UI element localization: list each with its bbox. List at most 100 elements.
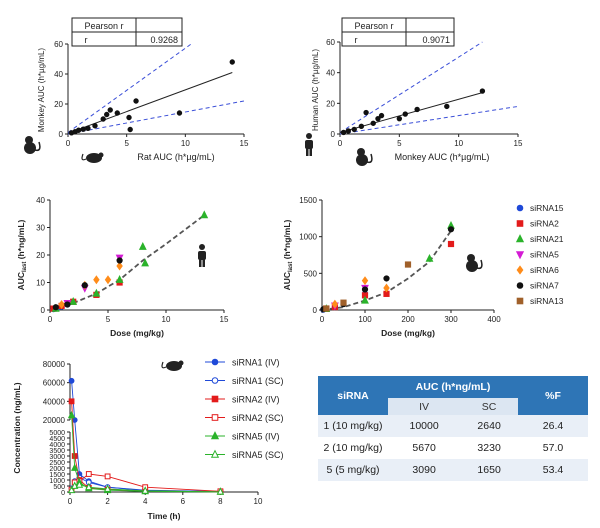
pk-point [71,453,78,459]
pk-line-sirna5-iv- [71,415,221,493]
y-tick-label: 5000 [49,430,65,437]
human-icon [305,133,313,156]
x-tick-label: 5 [106,315,111,324]
y-tick-label: 0 [41,306,46,315]
monkey-tail [34,141,41,152]
th-sc: SC [460,398,518,415]
legend-label: siRNA13 [530,296,564,306]
pk-line-sirna2-iv- [71,401,221,493]
data-point-sirna21 [141,258,150,267]
cell-f: 57.0 [518,437,588,459]
legend-label: siRNA5 [530,250,559,260]
y-axis-label: Monkey AUC (h*µg/mL) [37,48,46,133]
legend-label: siRNA2 (SC) [232,413,284,423]
ci-lower-line [67,100,245,135]
x-tick-label: 0 [68,497,73,506]
monkey-tail [366,153,373,164]
legend-marker [515,234,525,243]
legend-marker [515,251,525,260]
y-tick-label: 4000 [49,442,65,449]
legend-label: siRNA15 [530,203,564,213]
data-point-sirna6 [116,261,123,271]
y-axis-label: AUClast (h*ng/mL) [16,219,28,290]
x-tick-label: 0 [66,139,71,148]
rat-body [86,153,102,163]
data-point [402,111,408,117]
y-tick-label: 2000 [49,466,65,473]
table-row: 5 (5 mg/kg) 3090 1650 53.4 [318,459,588,481]
monkey-head [25,136,33,144]
legend-marker [210,449,220,458]
data-point-sirna7 [383,275,390,282]
y-tick-label: 40 [54,70,63,79]
y-tick-label: 1000 [299,233,317,242]
data-point-sirna7 [52,304,59,311]
x-axis-label: Dose (mg/kg) [381,328,435,338]
y-label-main: AUC [282,272,292,290]
legend-label: siRNA21 [530,234,564,244]
legend-label: siRNA2 (IV) [232,395,280,405]
data-point-sirna13 [404,261,412,268]
legend-label: siRNA7 [530,281,559,291]
monkey-body [24,142,36,154]
monkey-icon [356,148,373,166]
fit-line [67,72,233,134]
stats-value: 0.9071 [422,35,450,45]
rat-body [166,361,182,371]
rat-tail [161,361,167,369]
legend-label: siRNA6 [530,265,559,275]
data-point [414,106,420,113]
y-tick-label: 40 [36,196,45,205]
x-tick-label: 400 [487,315,501,324]
stats-label: r [355,35,358,45]
monkey-tail [476,259,483,270]
x-tick-label: 10 [454,139,463,148]
data-point-sirna6 [331,299,339,309]
species-icon [466,254,483,272]
y-tick-label: 1500 [49,472,65,479]
x-axis-label: Monkey AUC (h*µg/mL) [395,152,490,162]
x-tick-label: 4 [143,497,148,506]
stats-value: 0.9268 [150,35,178,45]
table-row: 2 (10 mg/kg) 5670 3230 57.0 [318,437,588,459]
ci-lower-line [339,105,519,135]
pk-point [68,398,75,405]
x-tick-label: 6 [181,497,186,506]
y-tick-label: 1500 [299,196,317,205]
table-row: 1 (10 mg/kg) 10000 2640 26.4 [318,415,588,437]
y-tick-label: 10 [36,279,45,288]
y-tick-label: 4500 [49,436,65,443]
x-tick-label: 15 [220,315,229,324]
data-point [75,127,82,133]
x-axis-label: Rat AUC (h*µg/mL) [137,152,214,162]
human-head [306,133,312,139]
y-label-unit: (h*ng/mL) [282,219,292,261]
y-axis-label: Concentration (ng/mL) [12,382,22,473]
human-leg [306,148,309,156]
legend-marker [211,414,219,421]
data-point [100,116,106,122]
human-head [199,244,205,250]
x-tick-label: 5 [397,139,402,148]
y-tick-label: 0 [59,130,64,139]
cell-sc: 1650 [460,459,518,481]
data-point [345,128,352,134]
human-leg [199,259,202,267]
cell-f: 53.4 [518,459,588,481]
data-point-sirna7 [447,226,455,233]
pk-point [103,484,112,492]
x-tick-label: 0 [338,139,343,148]
y-tick-label: 20 [54,100,63,109]
pk-point [104,473,111,480]
cell-sc: 2640 [460,415,518,437]
x-tick-label: 10 [181,139,190,148]
x-tick-label: 0 [48,315,53,324]
data-point [114,110,120,116]
data-point-sirna21 [69,297,78,305]
cell-sc: 3230 [460,437,518,459]
x-axis-label: Dose (mg/kg) [110,328,164,338]
legend-label: siRNA1 (IV) [232,358,280,368]
trend-line [321,230,452,311]
data-point [370,120,376,126]
